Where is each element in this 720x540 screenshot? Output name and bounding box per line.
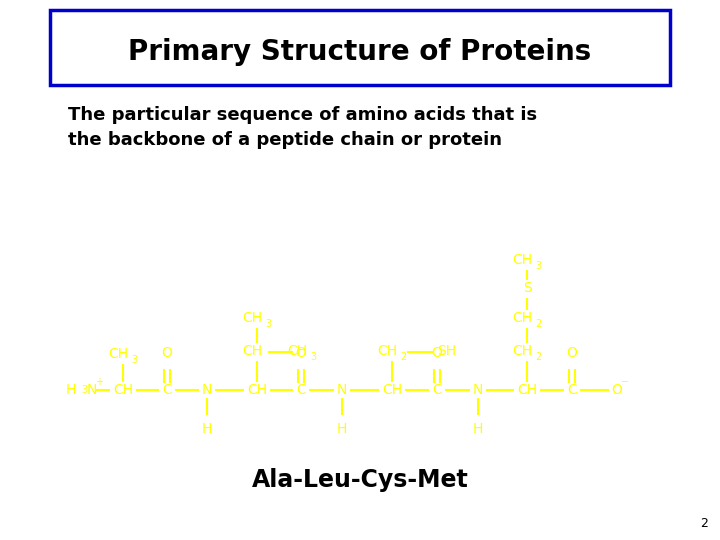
- Text: N: N: [337, 383, 347, 397]
- Text: CH: CH: [242, 311, 262, 325]
- Text: O: O: [431, 346, 442, 360]
- Text: H: H: [473, 422, 483, 436]
- Text: C: C: [296, 383, 306, 397]
- Text: the backbone of a peptide chain or protein: the backbone of a peptide chain or prote…: [68, 131, 502, 149]
- Text: 3: 3: [310, 352, 316, 362]
- Text: H: H: [337, 422, 347, 436]
- Text: N: N: [473, 383, 483, 397]
- Text: S: S: [523, 281, 531, 295]
- Text: 2: 2: [535, 352, 541, 362]
- Text: O: O: [567, 346, 577, 360]
- Text: CH: CH: [287, 344, 307, 358]
- Text: −: −: [621, 377, 629, 387]
- Text: SH: SH: [438, 344, 456, 358]
- Text: +: +: [95, 377, 103, 387]
- Text: CH: CH: [242, 344, 262, 358]
- Text: N: N: [202, 383, 212, 397]
- Text: Ala-Leu-Cys-Met: Ala-Leu-Cys-Met: [251, 468, 469, 492]
- Text: CH: CH: [517, 383, 537, 397]
- Text: O: O: [296, 346, 307, 360]
- Text: CH: CH: [382, 383, 402, 397]
- Text: CH: CH: [113, 383, 133, 397]
- Text: CH: CH: [377, 344, 397, 358]
- Text: The particular sequence of amino acids that is: The particular sequence of amino acids t…: [68, 106, 537, 124]
- Text: 3: 3: [535, 261, 541, 271]
- Text: Primary Structure of Proteins: Primary Structure of Proteins: [128, 38, 592, 66]
- Text: 3: 3: [131, 355, 137, 365]
- Text: O: O: [611, 383, 622, 397]
- Text: CH: CH: [108, 347, 128, 361]
- Text: N: N: [87, 383, 97, 397]
- Text: 2: 2: [400, 352, 406, 362]
- Text: 2: 2: [700, 517, 708, 530]
- Text: C: C: [432, 383, 442, 397]
- Text: C: C: [162, 383, 172, 397]
- Text: 3: 3: [265, 319, 271, 329]
- Text: CH: CH: [247, 383, 267, 397]
- Text: 2: 2: [535, 319, 541, 329]
- Bar: [50, 10, 670, 85]
- Text: O: O: [161, 346, 172, 360]
- Text: H: H: [66, 383, 76, 397]
- Text: 3: 3: [81, 385, 87, 395]
- Text: H: H: [202, 422, 212, 436]
- Text: C: C: [567, 383, 577, 397]
- Text: CH: CH: [512, 311, 532, 325]
- Text: CH: CH: [512, 253, 532, 267]
- Text: CH: CH: [512, 344, 532, 358]
